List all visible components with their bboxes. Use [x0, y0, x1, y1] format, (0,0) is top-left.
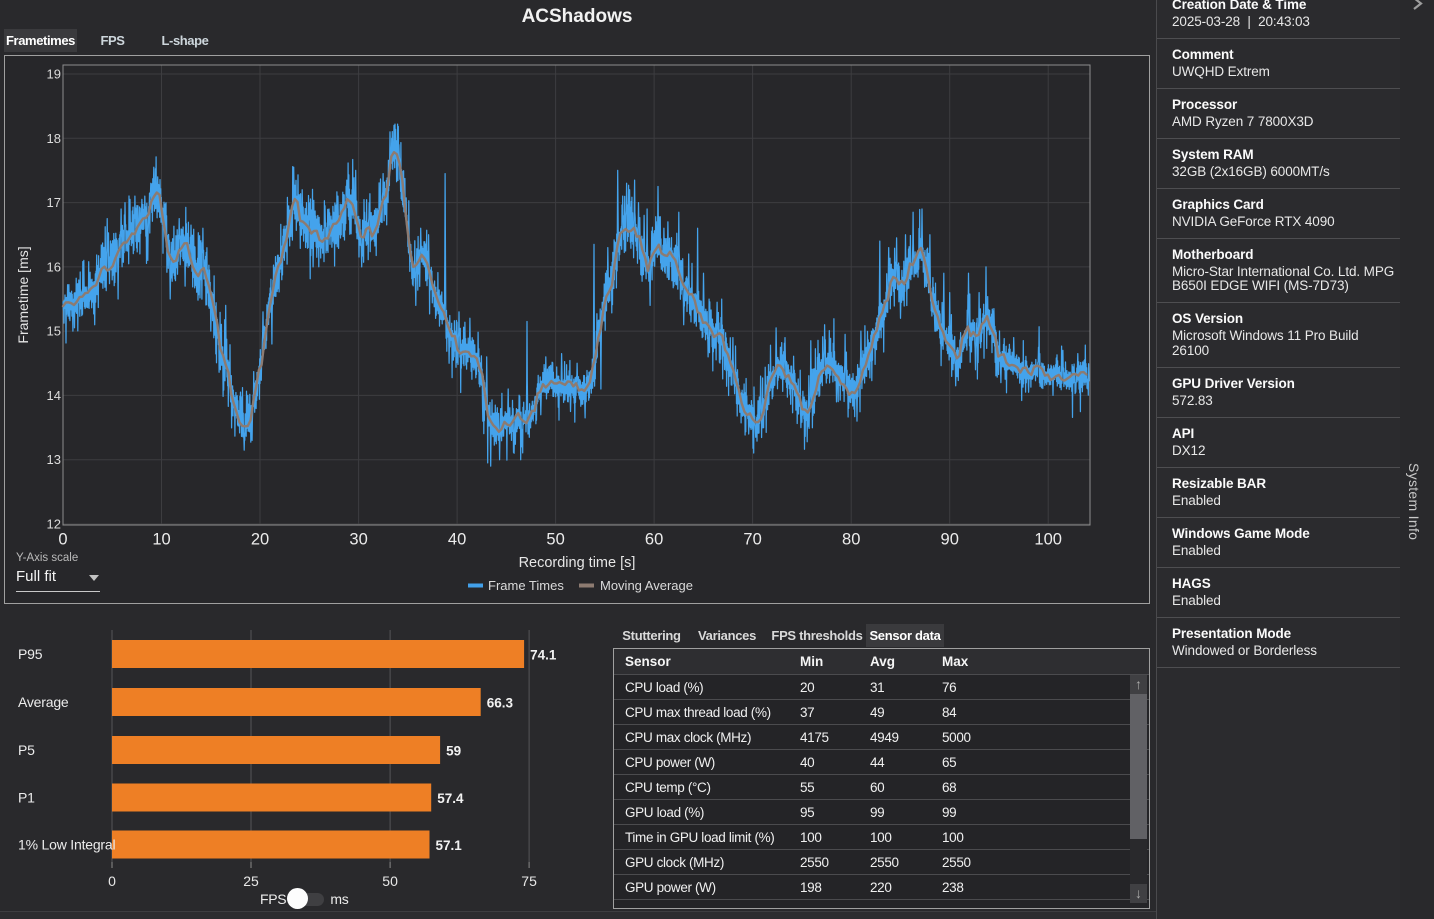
svg-text:Recording time [s]: Recording time [s]	[519, 555, 636, 571]
svg-text:80: 80	[842, 531, 860, 549]
svg-text:50: 50	[546, 531, 564, 549]
svg-text:13: 13	[47, 452, 61, 467]
svg-text:17: 17	[47, 195, 61, 210]
svg-text:19: 19	[47, 67, 61, 82]
svg-text:90: 90	[941, 531, 959, 549]
svg-text:10: 10	[152, 531, 170, 549]
svg-text:Frametime [ms]: Frametime [ms]	[15, 246, 31, 343]
svg-text:1% Low Integral: 1% Low Integral	[18, 837, 115, 853]
svg-text:Average: Average	[18, 694, 69, 710]
svg-text:57.4: 57.4	[437, 791, 464, 806]
svg-text:74.1: 74.1	[530, 648, 557, 663]
svg-text:25: 25	[243, 873, 259, 889]
svg-text:P5: P5	[18, 742, 35, 758]
svg-text:P95: P95	[18, 646, 43, 662]
svg-text:14: 14	[47, 388, 61, 403]
svg-text:30: 30	[349, 531, 367, 549]
svg-text:60: 60	[645, 531, 663, 549]
svg-text:100: 100	[1034, 531, 1062, 549]
svg-text:59: 59	[446, 744, 461, 759]
svg-text:40: 40	[448, 531, 466, 549]
svg-text:P1: P1	[18, 790, 35, 806]
svg-text:66.3: 66.3	[487, 696, 514, 711]
svg-text:50: 50	[382, 873, 398, 889]
svg-text:0: 0	[58, 531, 67, 549]
svg-text:20: 20	[251, 531, 269, 549]
svg-text:70: 70	[743, 531, 761, 549]
svg-text:57.1: 57.1	[436, 838, 463, 853]
svg-text:Frame Times: Frame Times	[488, 578, 564, 593]
svg-text:12: 12	[47, 517, 61, 532]
svg-text:0: 0	[108, 873, 116, 889]
svg-text:75: 75	[521, 873, 537, 889]
svg-text:16: 16	[47, 259, 61, 274]
svg-text:Moving Average: Moving Average	[600, 578, 693, 593]
svg-text:18: 18	[47, 131, 61, 146]
svg-text:15: 15	[47, 324, 61, 339]
